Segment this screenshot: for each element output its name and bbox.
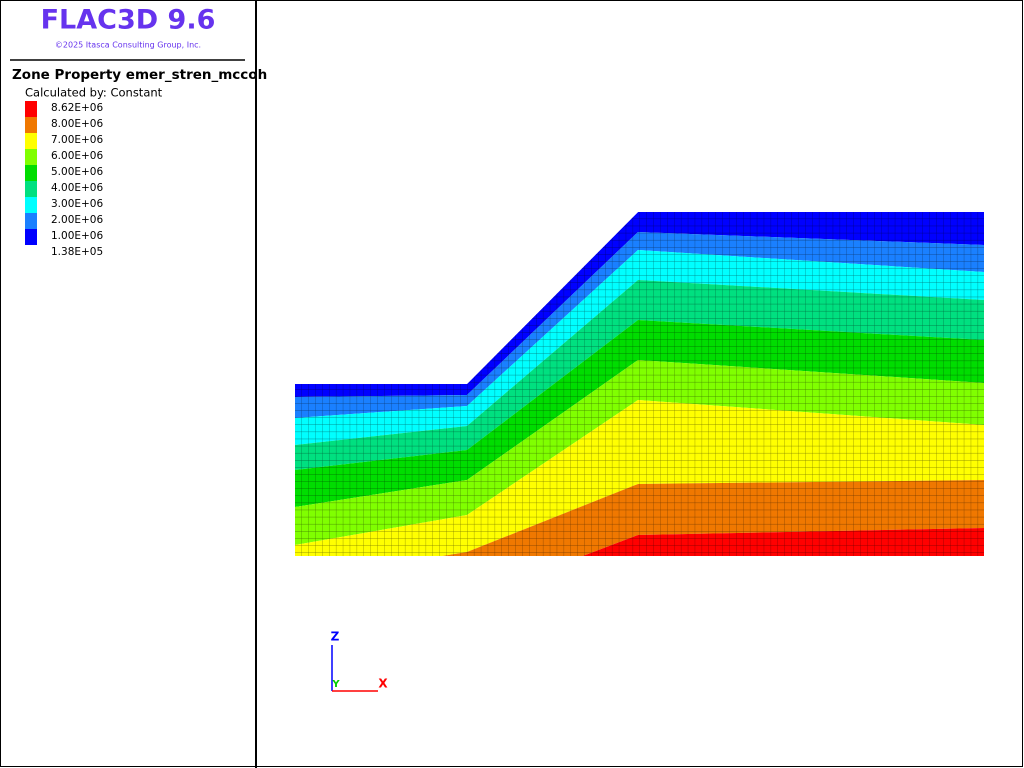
legend-label: 5.00E+06	[51, 166, 103, 178]
legend-subtitle: Calculated by: Constant	[25, 86, 163, 100]
legend: 8.62E+06 8.00E+06 7.00E+06 6.00E+06 5.00E+06…	[25, 101, 103, 258]
app-title: FLAC3D 9.6	[41, 5, 216, 36]
legend-swatch	[25, 165, 37, 181]
legend-title: Zone Property emer_stren_mccoh	[12, 67, 267, 83]
legend-swatch	[25, 181, 37, 197]
x-label: X	[378, 677, 388, 691]
legend-label: 7.00E+06	[51, 134, 103, 146]
legend-swatch	[25, 101, 37, 117]
legend-swatch	[25, 133, 37, 149]
legend-label: 2.00E+06	[51, 214, 103, 226]
legend-label: 8.00E+06	[51, 118, 103, 130]
legend-swatch	[25, 197, 37, 213]
legend-label: 1.00E+06	[51, 230, 103, 242]
legend-label: 8.62E+06	[51, 102, 103, 114]
legend-label: 4.00E+06	[51, 182, 103, 194]
legend-label: 3.00E+06	[51, 198, 103, 210]
y-label: Y	[331, 679, 340, 690]
z-label: Z	[331, 630, 340, 644]
legend-label: 6.00E+06	[51, 150, 103, 162]
legend-swatch	[25, 117, 37, 133]
legend-swatch	[25, 213, 37, 229]
legend-swatch	[25, 149, 37, 165]
legend-swatch	[25, 229, 37, 245]
legend-label: 1.38E+05	[51, 246, 103, 258]
copyright: ©2025 Itasca Consulting Group, Inc.	[55, 41, 201, 50]
